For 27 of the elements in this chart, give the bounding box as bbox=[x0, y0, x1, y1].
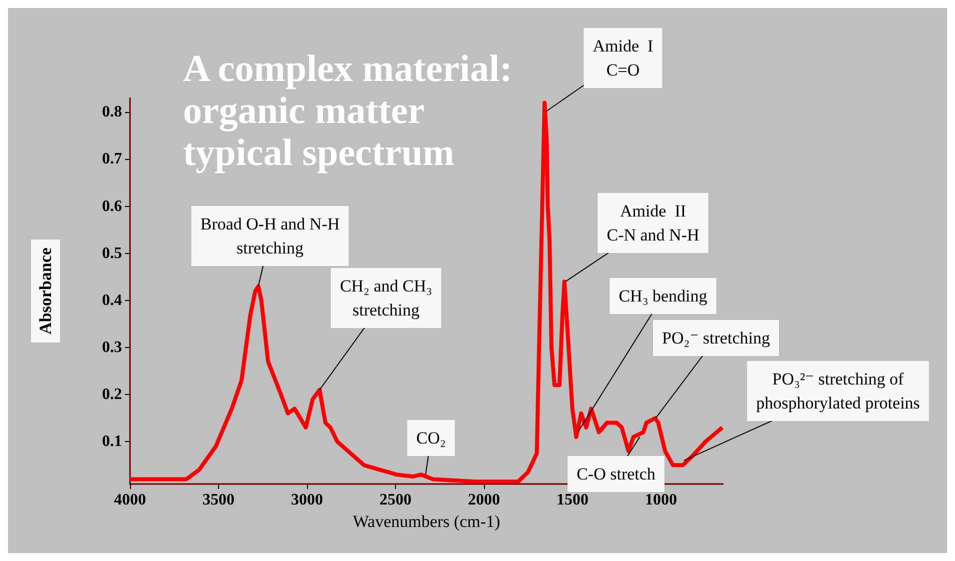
y-tick-label: 0.6 bbox=[102, 198, 122, 215]
annotation: CO₂ bbox=[416, 428, 446, 448]
y-tick-label: 0.1 bbox=[102, 433, 122, 450]
annotation: PO₂⁻ stretching bbox=[662, 328, 770, 348]
annotation: PO₃²⁻ stretching of phosphorylated proteins bbox=[756, 370, 920, 412]
y-tick-label: 0.3 bbox=[102, 338, 122, 356]
annotation: Amide I C=O bbox=[592, 36, 654, 80]
x-axis-title: Wavenumbers (cm-1) bbox=[352, 512, 500, 531]
x-tick-label: 1000 bbox=[645, 492, 678, 508]
annotation: CH₃ bending bbox=[618, 286, 708, 306]
annotation: CH₂ and CH₃ stretching bbox=[340, 276, 432, 320]
x-tick-label: 2000 bbox=[468, 492, 500, 508]
annotation: Broad O-H and N-H stretching bbox=[200, 214, 340, 258]
x-tick-label: 2500 bbox=[380, 492, 412, 508]
annotation: C-O stretch bbox=[576, 464, 656, 484]
annotation: Amide II C-N and N-H bbox=[606, 202, 700, 244]
y-tick-label: 0.5 bbox=[102, 244, 122, 262]
chart-title: A complex material: organic matter typical spectrum bbox=[183, 48, 522, 174]
y-axis-title: Absorbance bbox=[36, 247, 55, 334]
x-tick-label: 1500 bbox=[556, 492, 589, 508]
x-tick-label: 3000 bbox=[291, 492, 324, 508]
y-tick-label: 0.7 bbox=[102, 150, 122, 168]
y-tick-label: 0.4 bbox=[102, 292, 122, 309]
y-tick-label: 0.2 bbox=[102, 386, 122, 404]
x-tick-label: 4000 bbox=[114, 492, 146, 508]
x-tick-label: 3500 bbox=[202, 492, 235, 508]
y-tick-label: 0.8 bbox=[102, 104, 122, 121]
